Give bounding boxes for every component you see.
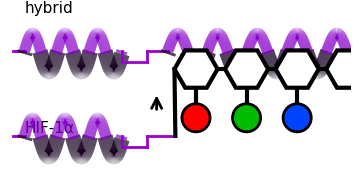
Text: HIF-1α: HIF-1α [25,121,75,136]
Polygon shape [275,50,319,88]
Circle shape [182,104,210,132]
Polygon shape [326,50,362,88]
Polygon shape [225,50,268,88]
Text: hybrid: hybrid [25,1,73,16]
Circle shape [283,104,311,132]
Circle shape [232,104,261,132]
Polygon shape [174,50,218,88]
